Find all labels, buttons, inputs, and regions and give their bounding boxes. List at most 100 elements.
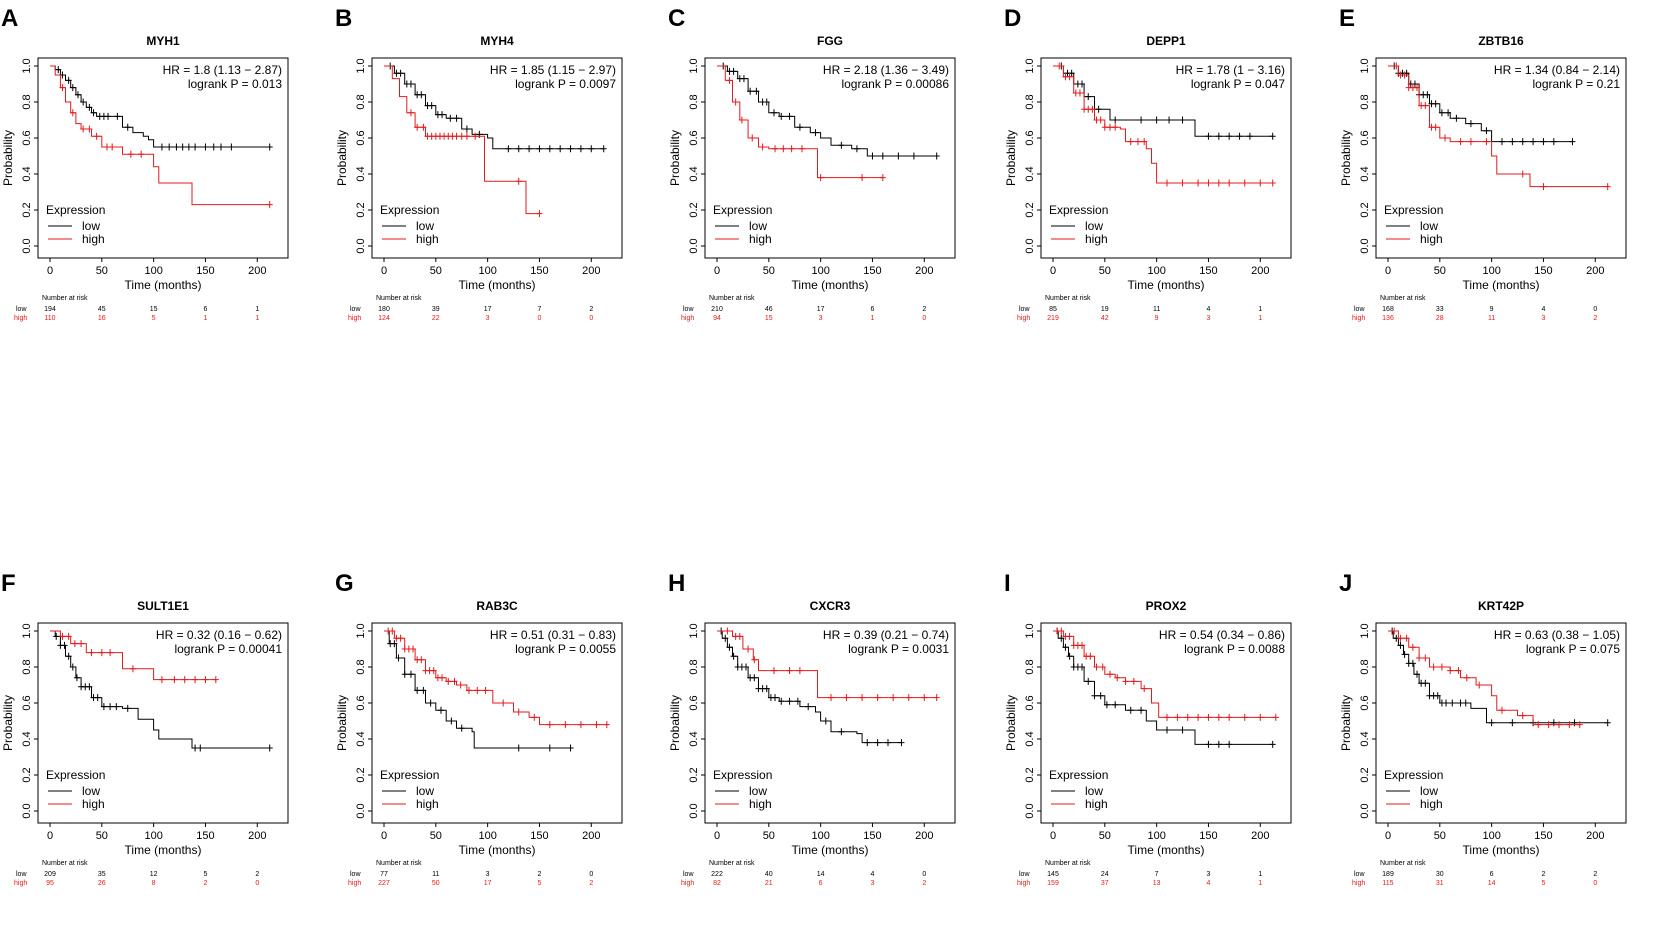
risk-count-low: 17 [484,306,492,313]
y-tick-label: 0.4 [355,166,367,181]
censor-mark-high [463,132,470,140]
x-tick-label: 100 [144,265,162,277]
risk-row-label-high: high [1017,315,1030,322]
hazard-ratio-text: HR = 1.85 (1.15 − 2.97) [490,63,616,77]
x-tick-label: 150 [863,265,881,277]
censor-mark-high [1195,713,1202,721]
censor-mark-high [603,721,610,729]
logrank-p-text: logrank P = 0.0097 [515,77,616,91]
legend-title: Expression [380,768,439,782]
risk-count-low: 5 [204,871,208,878]
risk-count-high: 6 [819,880,823,887]
censor-mark-low [771,109,777,117]
censor-mark-high [1226,179,1233,187]
censor-mark-low [885,739,891,747]
x-axis-label: Time (months) [792,278,869,292]
censor-mark-high [1205,713,1212,721]
y-tick-label: 0.2 [355,767,367,782]
y-tick-label: 0.2 [1359,202,1371,217]
censor-mark-low [557,145,564,153]
censor-mark-high [88,649,95,657]
censor-mark-low [173,143,180,151]
risk-row-label-high: high [681,315,694,322]
legend-label-high: high [82,232,105,246]
censor-mark-low [1432,100,1439,108]
censor-mark-high [129,665,136,673]
y-tick-label: 0.4 [21,731,33,746]
panel-letter-f: F [1,570,16,597]
censor-mark-high [65,632,72,640]
censor-mark-low [266,744,273,752]
censor-mark-low [407,670,414,678]
risk-count-low: 39 [432,306,440,313]
y-tick-label: 1.0 [688,58,700,73]
legend-title: Expression [46,768,105,782]
censor-mark-low [805,703,812,711]
panel-title-i: PROX2 [1146,599,1187,613]
censor-mark-high [1416,654,1423,662]
censor-mark-low [124,704,131,712]
censor-mark-high [1455,667,1462,675]
legend-label-low: low [749,219,767,233]
y-tick-label: 0.6 [1024,695,1036,710]
risk-count-low: 35 [98,871,106,878]
risk-count-high: 42 [1101,315,1109,322]
censor-mark-low [1397,641,1404,649]
censor-mark-low [722,634,729,642]
censor-mark-low [1414,670,1421,678]
risk-count-low: 1 [255,306,259,313]
censor-mark-high [921,694,928,702]
x-tick-label: 100 [1482,830,1500,842]
censor-mark-high [859,694,866,702]
censor-mark-low [822,717,829,725]
censor-mark-high [1519,170,1526,178]
censor-mark-high [1066,73,1073,81]
risk-row-label-high: high [348,880,361,887]
risk-count-low: 17 [817,306,825,313]
censor-mark-high [418,656,425,664]
censor-mark-high [1089,105,1096,113]
risk-count-low: 1 [1258,871,1262,878]
censor-mark-low [567,744,574,752]
legend-label-high: high [416,232,439,246]
risk-count-low: 11 [1153,306,1160,313]
censor-mark-high [1604,183,1611,191]
censor-mark-low [65,76,72,84]
x-tick-label: 200 [582,265,600,277]
censor-mark-low [428,102,435,110]
censor-mark-low [526,145,533,153]
risk-count-low: 0 [589,871,593,878]
risk-count-low: 19 [1101,306,1109,313]
y-tick-label: 0.2 [688,767,700,782]
legend-title: Expression [713,768,772,782]
y-tick-label: 0.4 [688,166,700,181]
legend-label-high: high [1420,232,1443,246]
censor-mark-high [69,109,76,117]
risk-count-high: 2 [589,880,593,887]
censor-mark-high [536,210,543,218]
censor-mark-low [1236,132,1243,140]
y-tick-label: 0.2 [1359,767,1371,782]
censor-mark-high [138,150,145,158]
censor-mark-high [1409,643,1416,651]
risk-count-high: 115 [1382,880,1393,887]
panel-a: A MYH1 0.0 0.2 0.4 0.6 0.8 1.0 Probability 0 50 100… [1,5,289,322]
legend-label-high: high [749,797,772,811]
x-tick-label: 0 [47,265,53,277]
censor-mark-high [1467,138,1474,146]
censor-mark-low [1438,109,1445,117]
x-tick-label: 50 [96,830,108,842]
censor-mark-high [546,721,553,729]
y-tick-label: 1.0 [688,623,700,638]
plot-frame [1375,622,1627,824]
censor-mark-low [228,143,235,151]
censor-mark-high [192,676,199,684]
censor-mark-low [1205,132,1212,140]
x-tick-label: 150 [1534,265,1552,277]
risk-count-low: 2 [589,306,593,313]
logrank-p-text: logrank P = 0.00086 [841,77,949,91]
censor-mark-high [1066,632,1073,640]
censor-mark-low [65,652,72,660]
censor-mark-low [438,706,444,714]
